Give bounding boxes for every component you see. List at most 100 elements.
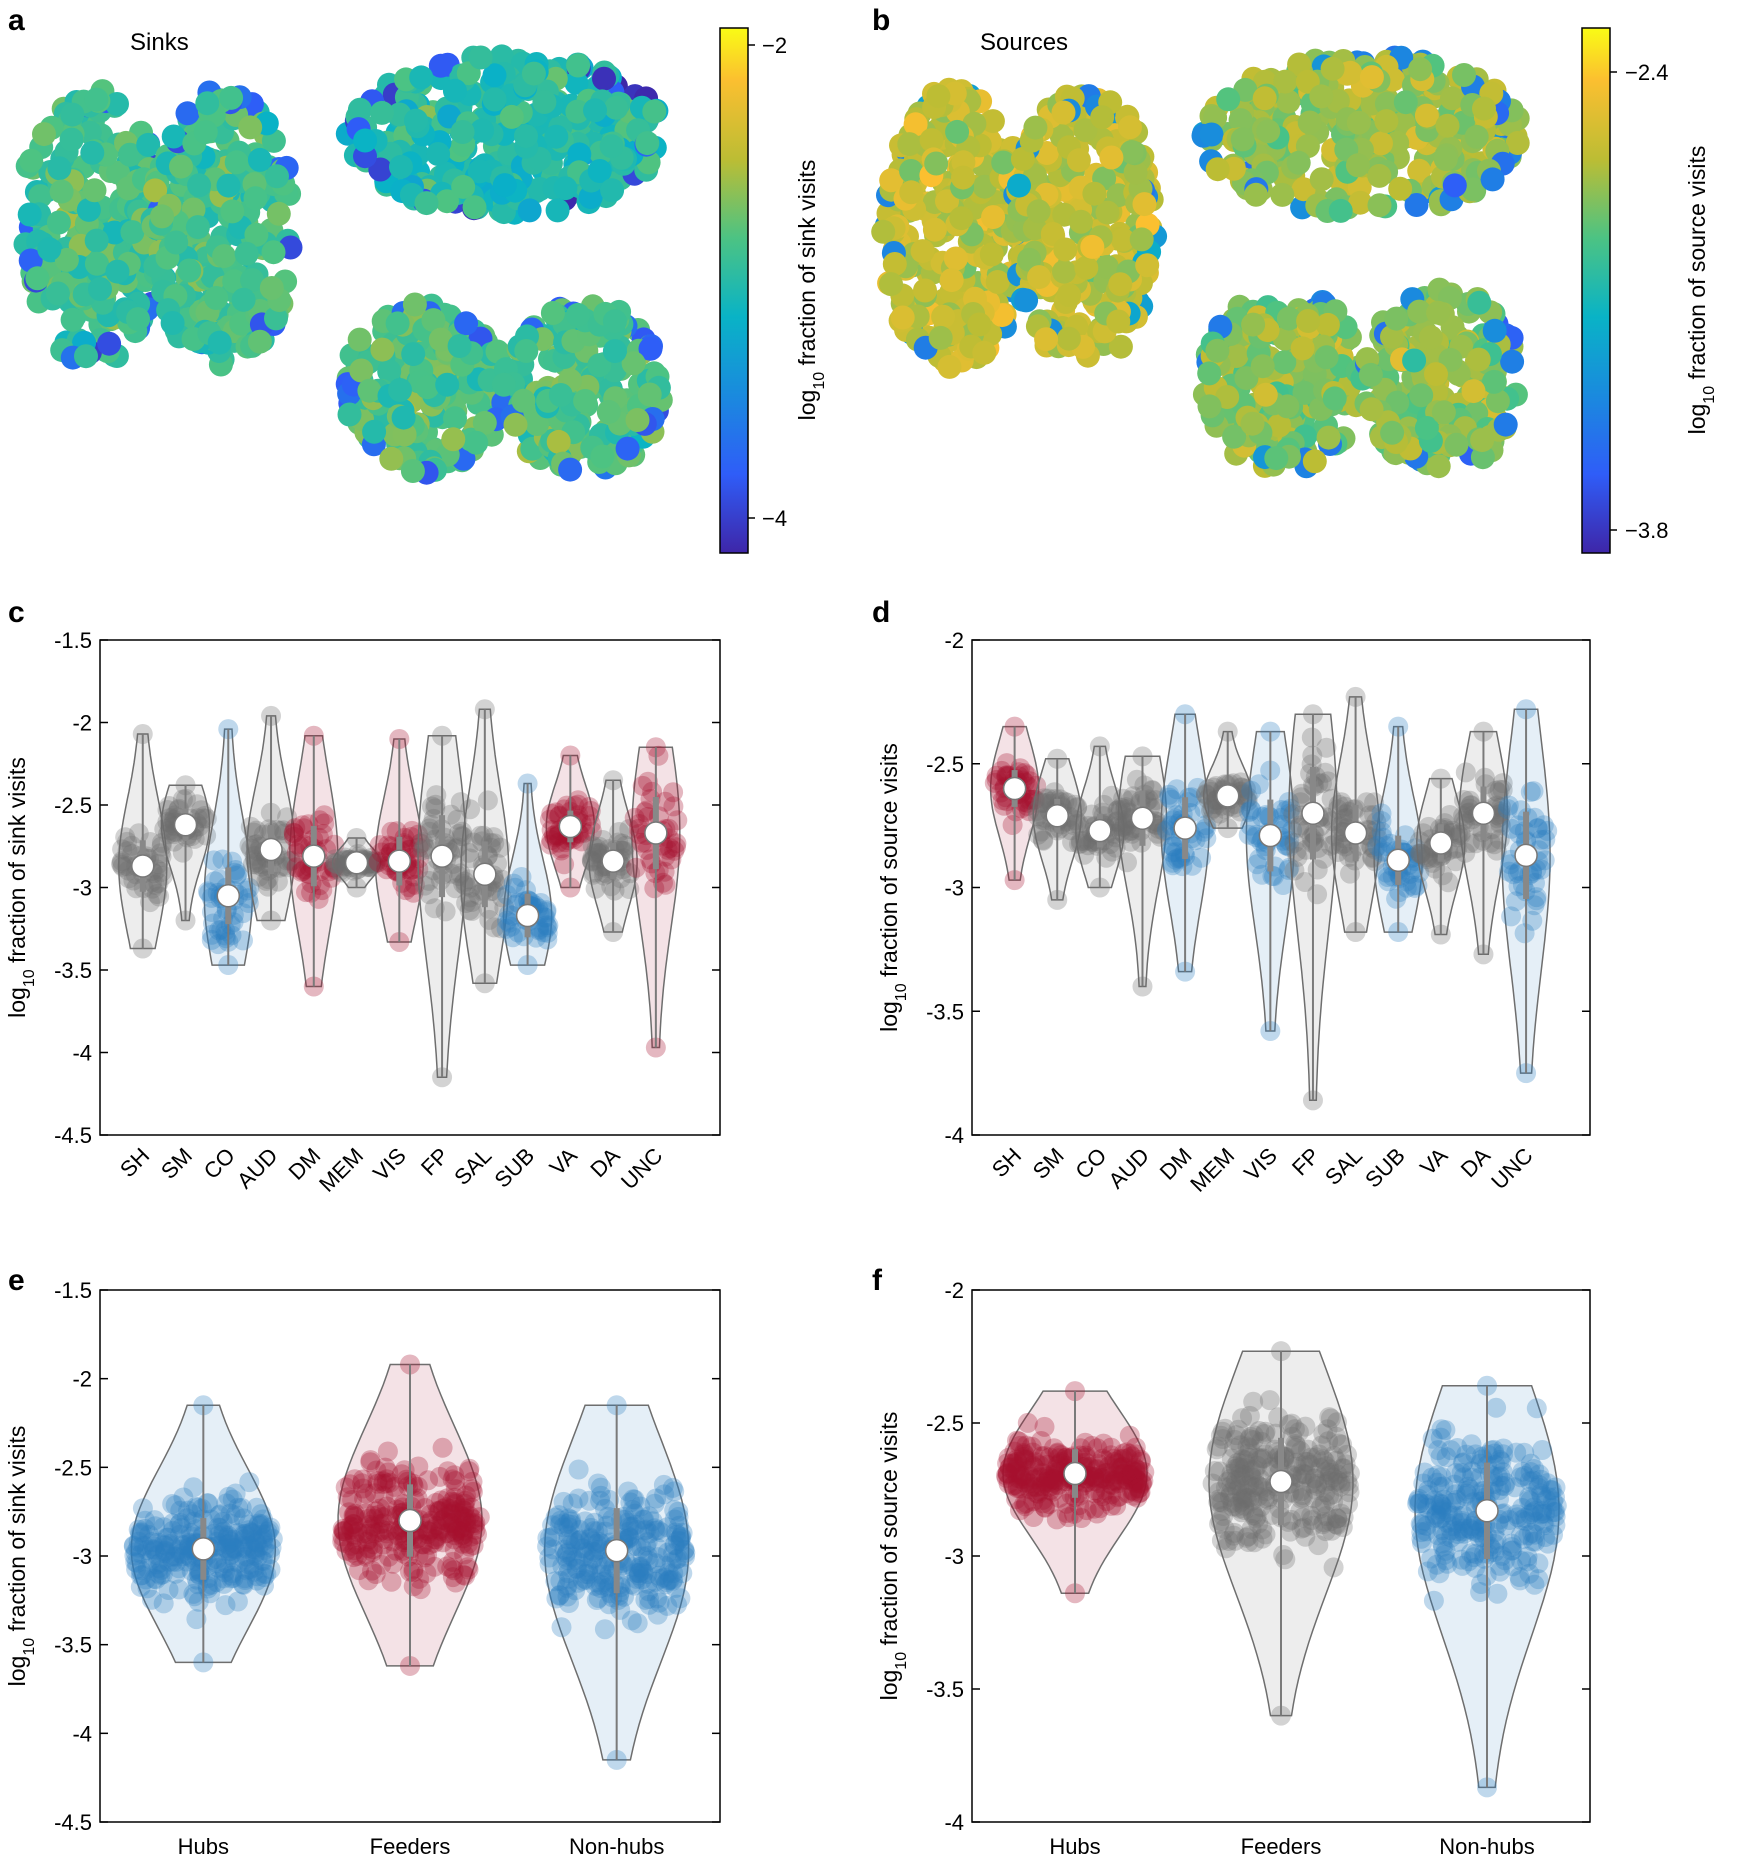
brain-node [150, 204, 174, 229]
data-point [147, 884, 167, 904]
brain-node [882, 252, 907, 276]
y-tick-label: -4 [944, 1123, 964, 1148]
brain-node [899, 159, 924, 183]
brain-node [1244, 182, 1268, 207]
median-marker [1471, 801, 1496, 825]
x-tick-label: SUB [1360, 1143, 1410, 1193]
brain-node [389, 154, 413, 179]
brain-node [60, 102, 85, 127]
x-tick-label: FP [1287, 1143, 1325, 1181]
median-marker [344, 851, 369, 875]
brain-node [492, 173, 517, 198]
brain-node [1328, 198, 1353, 223]
data-point [1286, 841, 1307, 862]
brain-node [193, 120, 218, 145]
brain-node [442, 78, 467, 103]
data-point [152, 1564, 173, 1585]
brain-node [118, 142, 142, 167]
y-tick-label: -3.5 [54, 958, 92, 983]
data-point [594, 1619, 615, 1640]
brain-node [1444, 432, 1469, 457]
brain-node [1346, 110, 1371, 135]
brain-node [1034, 327, 1059, 352]
data-point [176, 1508, 197, 1529]
data-point [1241, 780, 1262, 801]
brain-node [102, 220, 127, 245]
brain-node [602, 309, 627, 334]
brain-node [77, 120, 102, 145]
median-marker [1002, 776, 1027, 801]
brain-node [415, 375, 440, 400]
brain-node [74, 344, 98, 369]
data-point [1514, 923, 1535, 944]
brain-node [391, 405, 416, 430]
brain-node [621, 351, 646, 376]
brain-node [635, 131, 660, 156]
brain-node [1027, 265, 1052, 290]
data-point [123, 1535, 144, 1556]
brain-node [545, 198, 570, 223]
brain-node [1369, 131, 1393, 156]
x-tick-label: AUD [1103, 1143, 1154, 1194]
brain-node [1435, 113, 1460, 138]
brain-node [400, 459, 425, 483]
median-marker [1301, 801, 1325, 825]
brain-node [1424, 362, 1448, 387]
sinks-title: Sinks [130, 29, 189, 56]
brain-node [1367, 163, 1392, 188]
data-point [1301, 727, 1322, 748]
brain-node [1216, 87, 1241, 112]
brain-node [1322, 386, 1347, 411]
brain-node [243, 186, 268, 211]
brain-node [421, 308, 446, 333]
brain-node [879, 272, 903, 297]
data-point [441, 1558, 462, 1579]
y-axis-label: log10 fraction of sink visits [4, 1426, 38, 1687]
brain-node [385, 311, 410, 336]
x-tick-label: Non-hubs [569, 1834, 664, 1857]
data-point [459, 848, 480, 869]
brain-node [1270, 182, 1295, 207]
brain-node [97, 331, 122, 356]
data-point [1117, 852, 1137, 873]
brain-node [1315, 312, 1340, 337]
data-point [460, 799, 481, 820]
brain-node [143, 178, 168, 203]
brain-node [1110, 227, 1135, 252]
brain-node [1426, 454, 1451, 479]
brain-node [17, 202, 42, 227]
brain-node [1053, 237, 1078, 262]
median-marker [1088, 818, 1112, 843]
median-marker [216, 884, 241, 908]
brain-node [602, 339, 627, 364]
brain-node [521, 61, 546, 86]
x-tick-label: SM [156, 1143, 197, 1184]
y-tick-label: -2.5 [926, 1411, 964, 1436]
brain-node [1080, 234, 1105, 259]
data-point [1455, 762, 1476, 783]
brain-node [414, 191, 439, 216]
x-tick-label: UNC [616, 1143, 667, 1194]
brain-node [1095, 200, 1120, 225]
brain-node [222, 269, 247, 294]
brain-node [1010, 146, 1035, 171]
brain-node [1108, 334, 1133, 359]
brain-node [204, 286, 229, 310]
data-point [1512, 875, 1533, 895]
data-point [435, 1523, 456, 1544]
brain-node [967, 312, 992, 337]
brain-node [899, 180, 924, 205]
brain-node [428, 53, 453, 78]
brain-node [105, 259, 130, 284]
brain-node [1082, 181, 1107, 206]
data-point [238, 1520, 259, 1541]
brain-node [637, 382, 662, 407]
brain-node [1388, 176, 1413, 201]
brain-node [1241, 312, 1266, 337]
brain-node [1314, 345, 1339, 370]
brain-node [1205, 157, 1230, 182]
sinks-brain-maps [13, 44, 673, 485]
data-point [1002, 815, 1023, 835]
brain-node [553, 176, 578, 201]
